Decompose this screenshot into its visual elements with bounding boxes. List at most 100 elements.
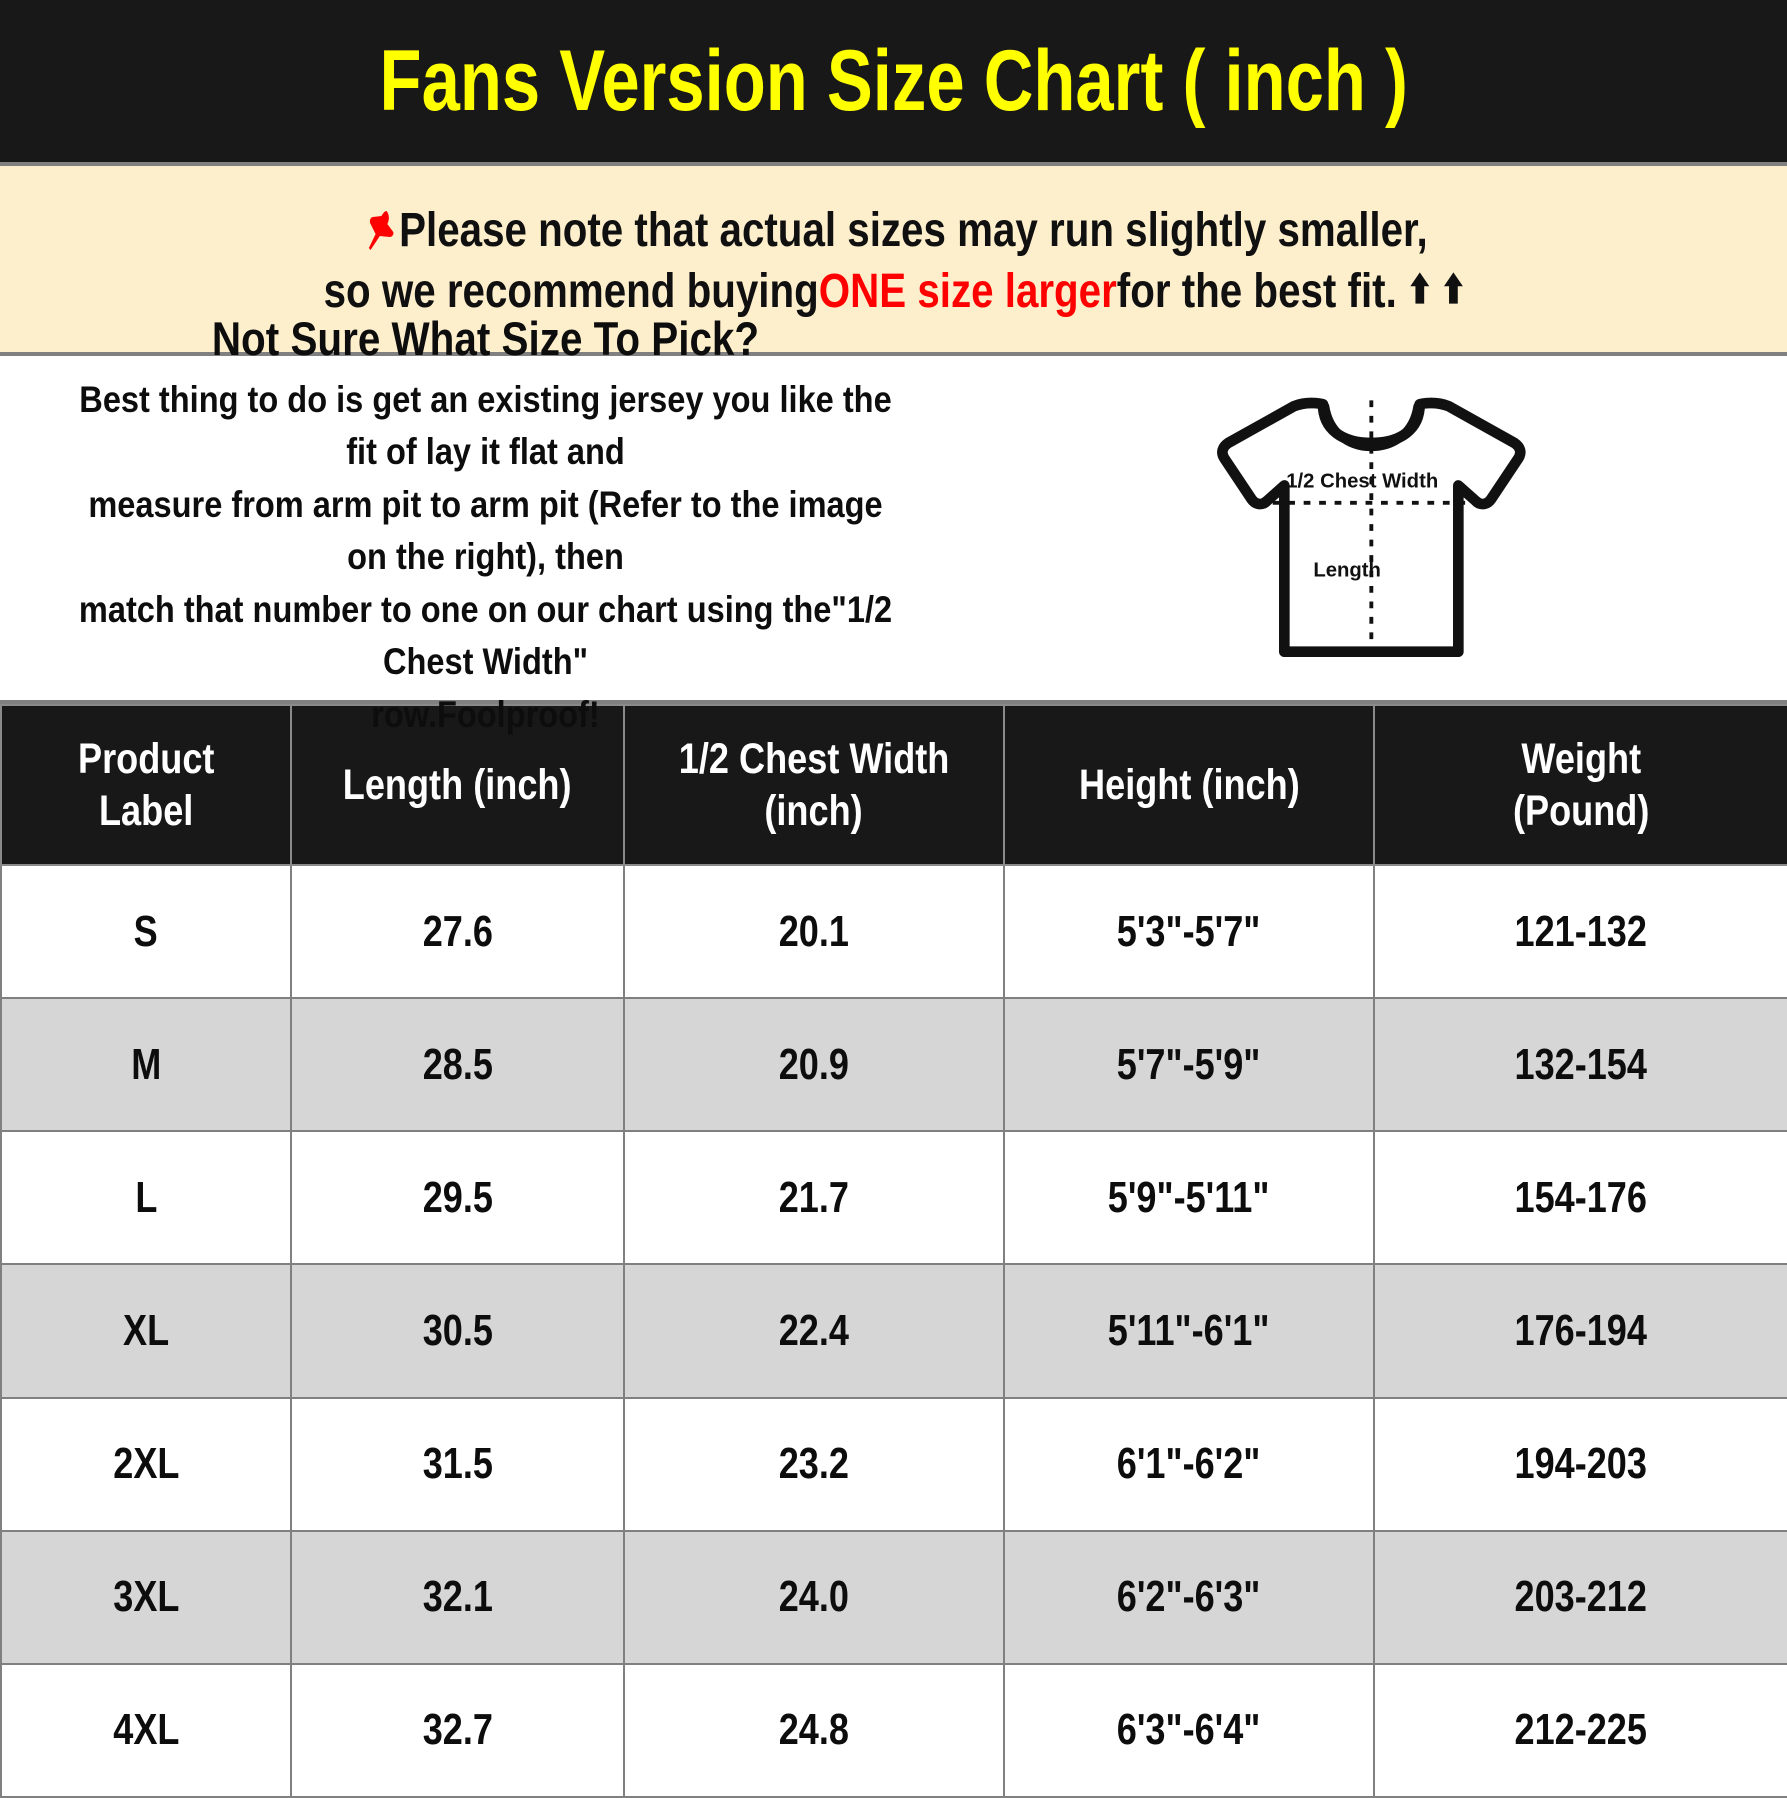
info-text-block: Not Sure What Size To Pick? Best thing t… [0,314,975,741]
note-line-1-text: Please note that actual sizes may run sl… [399,203,1428,257]
cell-half-chest-width-text: 23.2 [778,1439,850,1489]
cell-half-chest-width: 20.9 [623,997,1005,1133]
arrow-up-icon [1408,270,1430,314]
title-band: Fans Version Size Chart ( inch ) [0,0,1787,166]
cell-half-chest-width: 20.1 [623,863,1005,1000]
cell-height-text: 5'9"-5'11" [1108,1172,1270,1222]
cell-weight: 212-225 [1373,1662,1787,1798]
cell-height-text: 5'11"-6'1" [1108,1305,1270,1355]
cell-height-text: 6'3"-6'4" [1117,1705,1261,1755]
cell-weight: 203-212 [1373,1529,1787,1665]
size-table-wrapper: Product Label Length (inch) 1/2 Chest Wi… [0,704,1787,1798]
cell-weight: 121-132 [1373,863,1787,1000]
cell-height: 5'3"-5'7" [1003,863,1375,1000]
cell-height: 5'9"-5'11" [1003,1130,1375,1266]
note-emphasis: ONE size larger [818,265,1117,318]
tshirt-measure-diagram: 1/2 Chest Width Length [975,356,1787,700]
cell-length: 31.5 [290,1396,625,1532]
cell-length-text: 30.5 [422,1305,493,1355]
cell-length-text: 27.6 [422,906,493,956]
table-row: S 27.6 20.1 5'3"-5'7" 121-132 [0,863,1787,1000]
cell-length: 28.5 [290,997,625,1133]
column-header-weight: Weight (Pound) [1373,704,1787,866]
info-heading: Not Sure What Size To Pick? [211,312,760,366]
cell-half-chest-width-text: 24.0 [778,1572,850,1622]
cell-product-label: 4XL [0,1662,292,1798]
cell-height-text: 5'3"-5'7" [1117,906,1261,956]
cell-half-chest-width-text: 24.8 [778,1705,850,1755]
header-line-2: (Pound) [1512,787,1650,835]
cell-product-label-text: L [134,1172,158,1222]
table-header-row: Product Label Length (inch) 1/2 Chest Wi… [0,704,1787,866]
column-header-height: Height (inch) [1003,704,1375,866]
cell-weight: 176-194 [1373,1263,1787,1399]
cell-height: 5'7"-5'9" [1003,997,1375,1133]
header-line-1: Product [77,734,215,783]
cell-height-text: 5'7"-5'9" [1117,1039,1261,1089]
table-row: L 29.5 21.7 5'9"-5'11" 154-176 [0,1130,1787,1266]
cell-length-text: 32.1 [422,1572,493,1622]
cell-height-text: 6'1"-6'2" [1117,1439,1261,1489]
cell-product-label: XL [0,1263,292,1399]
cell-length: 29.5 [290,1130,625,1266]
info-band: Not Sure What Size To Pick? Best thing t… [0,314,1787,735]
cell-length-text: 31.5 [422,1439,493,1489]
cell-product-label-text: M [130,1039,162,1089]
table-header: Product Label Length (inch) 1/2 Chest Wi… [0,704,1787,866]
note-line-2: so we recommend buying ONE size larger f… [323,261,1463,322]
cell-half-chest-width: 24.0 [623,1529,1005,1665]
cell-product-label: M [0,997,292,1133]
page-title: Fans Version Size Chart ( inch ) [379,33,1408,129]
cell-weight-text: 194-203 [1514,1439,1648,1489]
note-band: Please note that actual sizes may run sl… [0,166,1787,356]
cell-half-chest-width-text: 20.9 [778,1039,850,1089]
table-row: XL 30.5 22.4 5'11"-6'1" 176-194 [0,1263,1787,1399]
table-body: S 27.6 20.1 5'3"-5'7" 121-132 M 28.5 20.9 5'7"-5… [0,863,1787,1798]
cell-weight-text: 121-132 [1514,906,1648,956]
cell-half-chest-width: 22.4 [623,1263,1005,1399]
header-line-2: (inch) [764,787,864,835]
header-line-1: Height (inch) [1078,760,1300,809]
cell-weight: 194-203 [1373,1396,1787,1532]
cell-product-label-text: XL [122,1305,170,1355]
header-line-2: Label [98,787,194,835]
column-header-length: Length (inch) [290,704,625,866]
note-line-2-prefix: so we recommend buying [323,265,819,318]
cell-length: 30.5 [290,1263,625,1399]
length-label: Length [1313,559,1381,581]
chest-width-label: 1/2 Chest Width [1286,470,1438,492]
pushpin-icon [359,206,398,254]
cell-height: 6'2"-6'3" [1003,1529,1375,1665]
table-row: 2XL 31.5 23.2 6'1"-6'2" 194-203 [0,1396,1787,1532]
cell-weight-text: 154-176 [1514,1172,1648,1222]
table-row: M 28.5 20.9 5'7"-5'9" 132-154 [0,997,1787,1133]
info-paragraph: Best thing to do is get an existing jers… [78,378,893,735]
header-line-1: Weight [1521,734,1641,783]
cell-product-label: S [0,863,292,1000]
cell-half-chest-width-text: 21.7 [778,1172,850,1222]
cell-length: 32.1 [290,1529,625,1665]
cell-product-label-text: 2XL [112,1439,180,1489]
cell-weight-text: 203-212 [1514,1572,1648,1622]
cell-weight-text: 132-154 [1514,1039,1648,1089]
cell-product-label: 3XL [0,1529,292,1665]
table-row: 4XL 32.7 24.8 6'3"-6'4" 212-225 [0,1662,1787,1798]
cell-product-label: 2XL [0,1396,292,1532]
cell-length: 32.7 [290,1662,625,1798]
cell-product-label: L [0,1130,292,1266]
column-header-half-chest-width: 1/2 Chest Width (inch) [623,704,1005,866]
cell-weight: 132-154 [1373,997,1787,1133]
header-line-1: 1/2 Chest Width [678,734,950,783]
cell-height-text: 6'2"-6'3" [1117,1572,1261,1622]
cell-half-chest-width: 23.2 [623,1396,1005,1532]
note-line-2-suffix: for the best fit. [1116,265,1397,318]
cell-length: 27.6 [290,863,625,1000]
cell-height: 5'11"-6'1" [1003,1263,1375,1399]
column-header-product-label: Product Label [0,704,292,866]
arrow-up-icon-2 [1442,270,1464,314]
cell-half-chest-width: 24.8 [623,1662,1005,1798]
cell-length-text: 28.5 [422,1039,493,1089]
note-line-1: Please note that actual sizes may run sl… [359,200,1428,261]
cell-half-chest-width-text: 22.4 [778,1305,850,1355]
tshirt-icon: 1/2 Chest Width Length [1217,397,1526,658]
